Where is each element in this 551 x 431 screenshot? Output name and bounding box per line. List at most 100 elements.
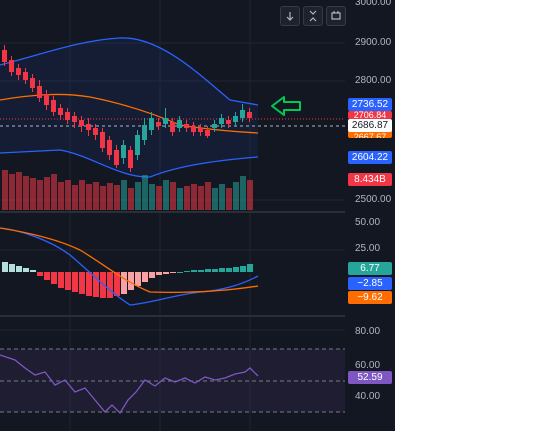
volume-bar	[107, 183, 113, 210]
volume-bar	[30, 178, 36, 210]
candle	[247, 108, 252, 122]
macd-histogram-bar	[142, 272, 148, 282]
volume-bar	[212, 188, 218, 210]
volume-bar	[198, 186, 204, 210]
candlestick-series	[2, 45, 252, 172]
macd-histogram-bar	[226, 268, 232, 272]
volume-bar	[226, 188, 232, 210]
volume-bar	[16, 172, 22, 210]
macd-histogram-bar	[79, 272, 85, 294]
price-axis-label: 2900.00	[355, 37, 392, 48]
candle	[65, 108, 70, 124]
volume-bar	[51, 174, 57, 210]
macd-histogram-bar	[184, 271, 190, 272]
reset-icon[interactable]	[326, 6, 346, 26]
candle	[240, 104, 245, 122]
macd-histogram-bar	[128, 272, 134, 290]
macd-axis-label: 25.00	[355, 243, 381, 254]
volume-bar	[86, 184, 92, 210]
candle	[128, 146, 133, 172]
volume-bar	[2, 170, 8, 210]
macd-histogram-bar	[135, 272, 141, 286]
rsi-tag: 52.59	[348, 371, 392, 384]
macd-histogram-bar	[2, 262, 8, 272]
candle	[205, 126, 210, 138]
volume-bar	[191, 184, 197, 210]
macd-histogram-bar	[212, 269, 218, 272]
macd-histogram-bar	[16, 266, 22, 272]
chart-canvas[interactable]	[0, 0, 395, 431]
volume-bar	[247, 180, 253, 210]
collapse-icon[interactable]	[303, 6, 323, 26]
candle	[177, 116, 182, 132]
macd-histogram-tag: 6.77	[348, 262, 392, 275]
volume-bar	[219, 184, 225, 210]
volume-bar	[37, 180, 43, 210]
candle	[16, 64, 21, 80]
macd-histogram-bar	[37, 272, 43, 276]
volume-bar	[184, 186, 190, 210]
rsi-axis-label: 40.00	[355, 391, 381, 402]
macd-histogram-bar	[121, 272, 127, 294]
macd-histogram-bar	[65, 272, 71, 290]
candle	[219, 114, 224, 128]
price-axis[interactable]	[345, 0, 395, 431]
macd-axis-label: 50.00	[355, 217, 381, 228]
volume-bar	[149, 184, 155, 210]
candle	[107, 136, 112, 160]
chart-panel[interactable]: 3000.00 2900.00 2800.00 2500.00 2736.52 …	[0, 0, 395, 431]
volume-bar	[44, 177, 50, 210]
volume-bar	[72, 185, 78, 210]
volume-bar	[79, 180, 85, 210]
volume-bar	[170, 182, 176, 210]
candle	[37, 80, 42, 102]
volume-series	[2, 170, 253, 210]
macd-histogram-bar	[170, 272, 176, 273]
upper-band-line	[0, 37, 259, 106]
signal-line	[0, 227, 259, 293]
candle	[93, 124, 98, 140]
candle	[191, 122, 196, 136]
macd-histogram-bar	[100, 272, 106, 298]
candle	[198, 124, 203, 136]
volume-bar	[163, 180, 169, 210]
candle	[9, 56, 14, 76]
bollinger-band-fill	[0, 37, 258, 178]
basis-price-tag: 2667.67	[348, 130, 392, 138]
macd-histogram-bar	[240, 266, 246, 272]
candle	[51, 96, 56, 116]
rsi-axis-label: 60.00	[355, 360, 381, 371]
candle	[170, 118, 175, 136]
volume-bar	[93, 182, 99, 210]
macd-line-tag: −2.85	[348, 277, 392, 290]
candle	[156, 118, 161, 130]
arrow-annotation-icon[interactable]	[271, 96, 301, 116]
candle	[212, 120, 217, 132]
macd-histogram-bar	[86, 272, 92, 296]
candle	[121, 140, 126, 164]
macd-histogram-bar	[163, 272, 169, 274]
volume-bar	[114, 185, 120, 210]
hidden-price-tag: 2706.84	[348, 111, 392, 119]
macd-histogram-bar	[177, 272, 183, 273]
candle	[58, 104, 63, 120]
volume-tag: 8.434B	[348, 173, 392, 186]
macd-histogram	[2, 262, 253, 298]
candle	[184, 120, 189, 132]
candle	[79, 116, 84, 132]
volume-bar	[240, 176, 246, 210]
price-axis-label: 3000.00	[355, 0, 392, 8]
rsi-axis-label: 80.00	[355, 326, 381, 337]
candle	[86, 118, 91, 136]
macd-histogram-bar	[30, 270, 36, 272]
macd-histogram-bar	[51, 272, 57, 284]
volume-bar	[177, 188, 183, 210]
candle	[149, 112, 154, 135]
lower-band-price-tag: 2604.22	[348, 151, 392, 164]
scroll-down-icon[interactable]	[280, 6, 300, 26]
upper-band-price-tag: 2736.52	[348, 98, 392, 111]
candle	[114, 145, 119, 168]
volume-bar	[9, 174, 15, 210]
macd-histogram-bar	[72, 272, 78, 292]
macd-histogram-bar	[58, 272, 64, 288]
